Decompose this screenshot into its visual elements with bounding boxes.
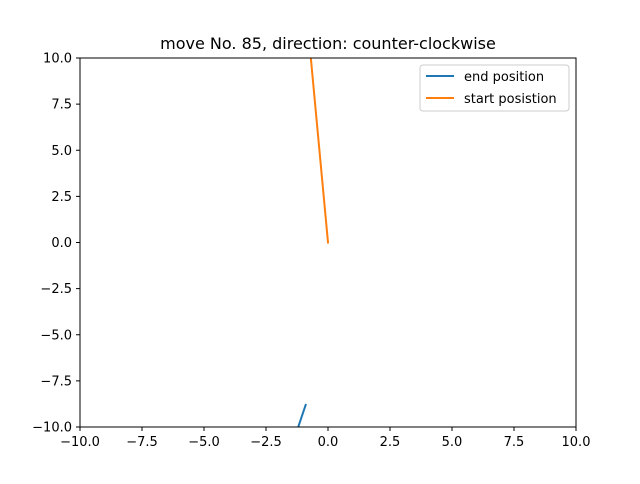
y-tick-label: 0.0 — [51, 236, 72, 251]
x-tick-label: 5.0 — [442, 435, 463, 450]
legend-label-start-position: start posistion — [464, 92, 557, 107]
y-axis: −10.0 −7.5 −5.0 −2.5 0.0 2.5 5.0 7.5 10.0 — [32, 52, 80, 436]
x-tick-label: 0.0 — [318, 435, 339, 450]
y-tick-label: 5.0 — [51, 144, 72, 159]
y-tick-label: −10.0 — [32, 421, 72, 436]
x-tick-label: 7.5 — [504, 435, 525, 450]
series-line-end-position — [297, 403, 307, 427]
chart-title: move No. 85, direction: counter-clockwis… — [160, 34, 496, 53]
legend-label-end-position: end position — [464, 70, 544, 85]
y-tick-label: −7.5 — [40, 374, 72, 389]
x-axis: −10.0 −7.5 −5.0 −2.5 0.0 2.5 5.0 7.5 10.0 — [60, 427, 590, 450]
x-tick-label: −2.5 — [250, 435, 282, 450]
y-tick-label: −5.0 — [40, 328, 72, 343]
series-layer — [297, 58, 330, 427]
x-tick-label: 10.0 — [562, 435, 591, 450]
x-tick-label: −7.5 — [126, 435, 158, 450]
legend: end position start posistion — [419, 64, 570, 112]
x-tick-label: −10.0 — [60, 435, 100, 450]
y-tick-label: −2.5 — [40, 282, 72, 297]
y-tick-label: 7.5 — [51, 98, 72, 113]
x-tick-label: −5.0 — [188, 435, 220, 450]
legend-box — [419, 64, 570, 112]
x-tick-label: 2.5 — [380, 435, 401, 450]
y-tick-label: 10.0 — [43, 52, 72, 67]
y-tick-label: 2.5 — [51, 190, 72, 205]
series-line-start-posistion — [309, 58, 330, 244]
